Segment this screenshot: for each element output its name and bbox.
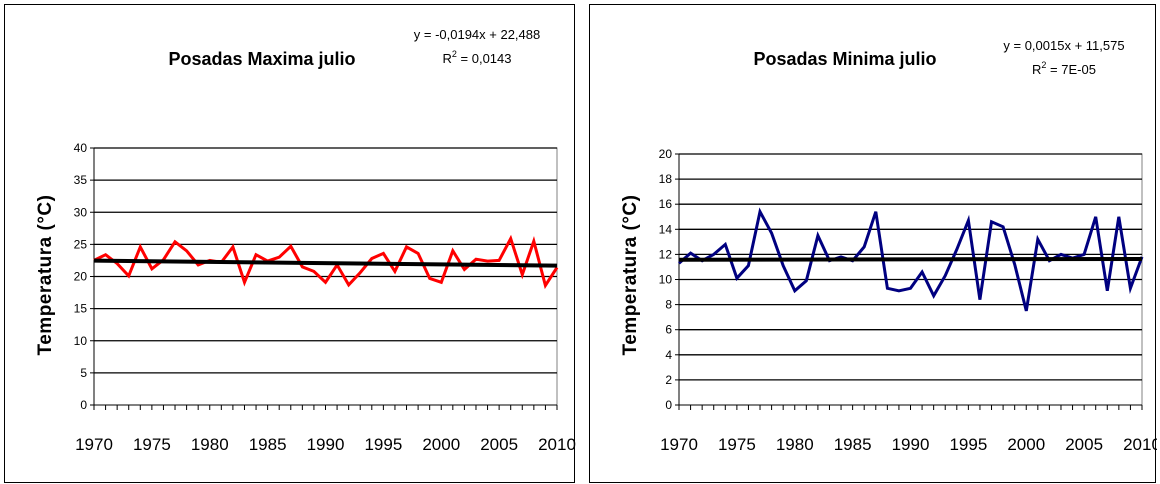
- r-squared-value: = 0,0143: [457, 51, 512, 66]
- y-tick-label: 20: [659, 147, 673, 161]
- x-tick-label: 2000: [1007, 435, 1045, 454]
- y-tick-label: 10: [659, 273, 673, 287]
- x-tick-label: 1985: [834, 435, 872, 454]
- y-tick-label: 12: [659, 247, 673, 261]
- y-tick-label: 15: [74, 302, 88, 316]
- y-tick-label: 0: [665, 398, 672, 412]
- y-tick-label: 30: [74, 205, 88, 219]
- x-tick-label: 2010: [1123, 435, 1157, 454]
- y-tick-label: 6: [665, 323, 672, 337]
- r-squared-label: R2 = 0,0143: [443, 49, 512, 66]
- chart-title: Posadas Minima julio: [753, 49, 936, 69]
- y-tick-label: 40: [74, 141, 88, 155]
- plot-group: 0 2 4 6 8 10 12 14 16 18 20 1970 1975 1980 1985 1990 199…: [659, 147, 1157, 454]
- x-tick-label: 1970: [660, 435, 698, 454]
- r-squared-superscript: 2: [452, 49, 457, 59]
- x-tick-label: 1995: [949, 435, 987, 454]
- trend-equation: y = 0,0015x + 11,575: [1003, 38, 1124, 53]
- chart-svg-maxima: Posadas Maxima julio y = -0,0194x + 22,4…: [35, 27, 576, 454]
- r-squared-superscript: 2: [1041, 60, 1046, 70]
- y-tick-label: 5: [80, 366, 87, 380]
- r-squared-label: R2 = 7E-05: [1032, 60, 1096, 77]
- x-tick-label: 2005: [1065, 435, 1103, 454]
- y-tick-label: 0: [80, 398, 87, 412]
- x-tick-label: 1995: [364, 435, 402, 454]
- chart-panel-maxima: Posadas Maxima julio y = -0,0194x + 22,4…: [4, 4, 576, 483]
- chart-title: Posadas Maxima julio: [168, 49, 355, 69]
- series-line: [678, 207, 1144, 312]
- y-tick-label: 4: [665, 348, 672, 362]
- trend-line: [93, 258, 558, 268]
- y-tick-label: 8: [665, 298, 672, 312]
- y-tick-label: 14: [659, 222, 673, 236]
- chart-panel-minima: Posadas Minima julio y = 0,0015x + 11,57…: [589, 4, 1157, 483]
- y-tick-label: 20: [74, 270, 88, 284]
- y-tick-label: 16: [659, 197, 673, 211]
- x-tick-label: 2005: [480, 435, 518, 454]
- y-axis-title: Temperatura (°C): [620, 195, 641, 356]
- x-tick-label: 1980: [191, 435, 229, 454]
- x-tick-label: 1975: [718, 435, 756, 454]
- y-tick-label: 10: [74, 334, 88, 348]
- x-tick-label: 1990: [307, 435, 345, 454]
- chart-svg-minima: Posadas Minima julio y = 0,0015x + 11,57…: [620, 38, 1157, 454]
- x-tick-label: 1970: [75, 435, 113, 454]
- x-tick-label: 1975: [133, 435, 171, 454]
- x-tick-label: 1980: [776, 435, 814, 454]
- y-axis-title: Temperatura (°C): [35, 195, 56, 356]
- plot-group: 0 5 10 15 20 25 30 35 40 1970 1975 1980 1985 1990 1995…: [74, 141, 576, 454]
- x-tick-label: 1990: [892, 435, 930, 454]
- y-tick-label: 2: [665, 373, 672, 387]
- x-tick-label: 1985: [249, 435, 287, 454]
- trend-line: [678, 256, 1143, 262]
- x-tick-label: 2000: [422, 435, 460, 454]
- y-tick-label: 35: [74, 173, 88, 187]
- r-squared-value: = 7E-05: [1046, 62, 1096, 77]
- y-tick-label: 25: [74, 237, 88, 251]
- trend-equation: y = -0,0194x + 22,488: [414, 27, 540, 42]
- y-tick-label: 18: [659, 172, 673, 186]
- series-line: [93, 234, 559, 290]
- r-squared-symbol: R: [1032, 62, 1041, 77]
- x-tick-label: 2010: [538, 435, 576, 454]
- r-squared-symbol: R: [443, 51, 452, 66]
